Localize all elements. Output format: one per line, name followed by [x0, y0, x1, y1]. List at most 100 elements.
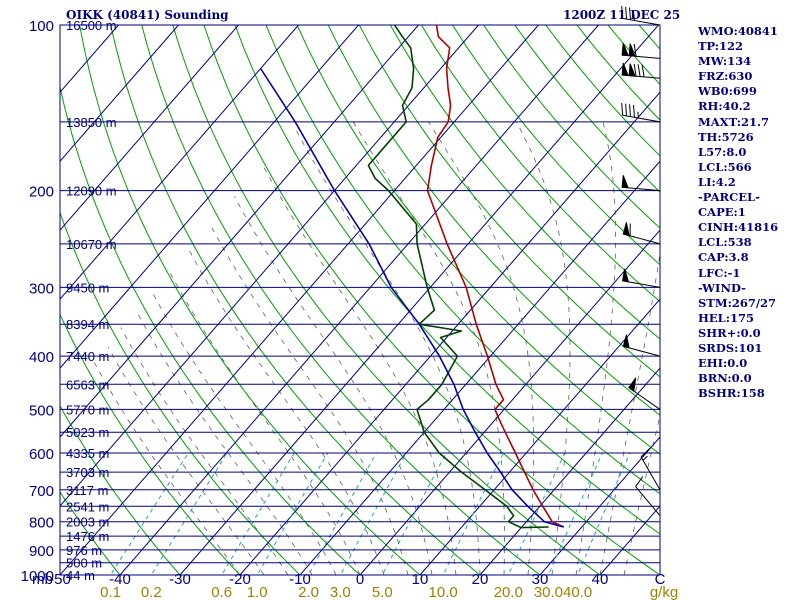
- sounding-time: 1200Z 11 DEC 25: [563, 8, 681, 22]
- wind-barb: [621, 175, 661, 192]
- index-item: L57:8.0: [698, 144, 747, 159]
- mixing-ratio-label: 20.0: [494, 584, 523, 600]
- wind-barb-full: [625, 6, 628, 20]
- index-item: SRDS:101: [698, 340, 763, 355]
- dry-adiabat-line: [110, 25, 481, 575]
- pressure-tick-label: 100: [29, 18, 54, 35]
- wind-barb-full: [621, 102, 624, 116]
- mixing-ratio-label: 1.0: [247, 584, 268, 600]
- mixing-ratio-label: 5.0: [372, 584, 393, 600]
- wind-barb-staff: [622, 17, 661, 26]
- wind-barb-full: [635, 476, 644, 487]
- index-item: MW:134: [698, 54, 752, 69]
- index-item: -WIND-: [698, 280, 746, 295]
- index-item: SHR+:0.0: [698, 325, 761, 340]
- wind-barb-full: [629, 104, 631, 117]
- wind-barb-staff: [635, 486, 661, 516]
- wind-barb-full: [641, 64, 645, 77]
- temperature-tick-label: -40: [109, 571, 131, 588]
- pressure-tick-label: 900: [29, 543, 54, 560]
- moist-adiabat-line: [135, 310, 313, 575]
- moist-adiabat-line: [120, 327, 289, 575]
- wind-barb-half: [642, 455, 648, 461]
- mixing-ratio-line: [256, 452, 329, 575]
- moist-adiabat-line: [209, 223, 409, 575]
- isotherm-line: [60, 25, 299, 300]
- index-item: CAP:3.8: [698, 250, 749, 265]
- temperature-tick-label: 10: [412, 571, 429, 588]
- index-item: BSHR:158: [698, 386, 765, 401]
- wind-barb-full: [621, 6, 624, 19]
- isotherm-line: [60, 25, 239, 231]
- wind-barb: [640, 447, 661, 491]
- moist-adiabat-line: [575, 121, 616, 575]
- moist-adiabat-line: [234, 196, 433, 575]
- parcel-profile: [259, 68, 564, 528]
- wind-barb-full: [633, 43, 637, 57]
- plot-border: [59, 24, 661, 576]
- dry-adiabat-line: [296, 25, 660, 455]
- wind-barb-pennant: [621, 175, 629, 189]
- height-label: 44 m: [66, 568, 95, 583]
- wind-barb: [621, 102, 661, 123]
- dry-adiabat-line: [60, 491, 121, 575]
- temperature-tick-label: -20: [229, 571, 251, 588]
- isotherm-line: [60, 25, 539, 575]
- mixing-ratio-label: 30.0: [534, 584, 563, 600]
- index-item: TH:5726: [698, 129, 754, 144]
- wind-barb: [621, 62, 661, 79]
- wind-barb-staff: [622, 114, 661, 123]
- dry-adiabat-line: [203, 25, 660, 575]
- wind-barb: [621, 42, 661, 59]
- index-item: LCL:566: [698, 159, 752, 174]
- sounding-title: OIKK (40841) Sounding: [66, 8, 229, 22]
- wind-barb-staff: [640, 456, 661, 491]
- isotherm-line: [60, 25, 179, 162]
- index-item: WB0:699: [698, 84, 757, 99]
- wind-barb: [622, 222, 661, 245]
- height-label: 10670 m: [66, 237, 117, 252]
- mixing-ratio-line: [221, 452, 295, 575]
- isotherm-line: [179, 25, 659, 575]
- wind-barb: [621, 6, 661, 26]
- moist-adiabat-line: [107, 346, 265, 575]
- pressure-tick-label: 600: [29, 446, 54, 463]
- height-label: 4335 m: [66, 446, 109, 461]
- pressure-tick-label: 500: [29, 402, 54, 419]
- height-label: 1476 m: [66, 529, 109, 544]
- mixing-ratio-label: 0.1: [100, 584, 121, 600]
- height-label: 2003 m: [66, 515, 109, 530]
- height-label: 9450 m: [66, 280, 109, 295]
- wind-barb-pennant: [622, 334, 630, 349]
- moist-adiabat-line: [151, 291, 337, 575]
- dry-adiabat-line: [327, 25, 660, 416]
- temperature-profile: [426, 25, 565, 528]
- height-label: 5023 m: [66, 425, 109, 440]
- wind-barb-full: [625, 103, 628, 116]
- height-label: 3703 m: [66, 465, 109, 480]
- height-label: 2541 m: [66, 499, 109, 514]
- height-label: 13850 m: [66, 115, 117, 130]
- mixing-ratio-label: 10.0: [429, 584, 458, 600]
- mixing-ratio-label: 2.0: [298, 584, 319, 600]
- wind-barb: [635, 476, 661, 516]
- isotherm-line: [60, 25, 419, 438]
- wind-barb: [628, 377, 661, 410]
- index-item: CINH:41816: [698, 220, 779, 235]
- isotherm-line: [359, 229, 660, 575]
- height-label: 6563 m: [66, 377, 109, 392]
- dry-adiabat-line: [358, 25, 660, 378]
- index-item: LI:4.2: [698, 174, 736, 189]
- wind-barb-full: [633, 63, 637, 77]
- dewpoint-profile: [367, 25, 549, 529]
- mixing-ratio-line: [442, 452, 504, 575]
- pressure-tick-label: 1000: [21, 568, 54, 585]
- moist-adiabat-line: [516, 121, 571, 575]
- height-label: 16500 m: [66, 18, 117, 33]
- mixing-ratio-line: [150, 452, 228, 575]
- mixing-ratio-line: [507, 452, 566, 575]
- moist-adiabat-line: [352, 121, 505, 575]
- temperature-tick-label: -30: [169, 571, 191, 588]
- isotherm-line: [299, 160, 660, 575]
